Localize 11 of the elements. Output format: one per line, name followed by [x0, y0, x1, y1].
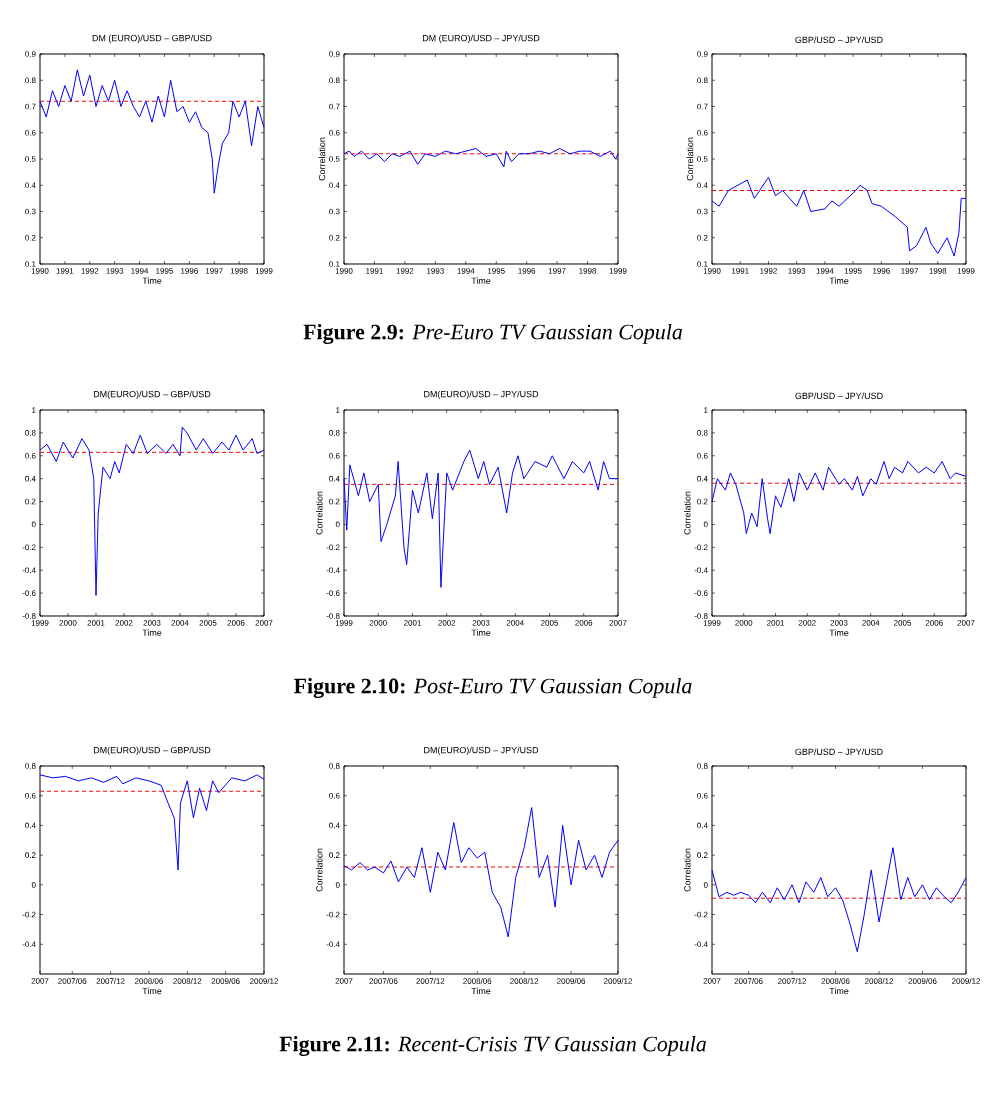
- line-series: [343, 807, 619, 938]
- text: Figure 2.10: Post-Euro TV Gaussian Copula: [293, 677, 692, 699]
- text: Figure 2.11: Recent-Crisis TV Gaussian Copula: [279, 1036, 706, 1057]
- line-series: [39, 774, 265, 871]
- line-series: [711, 176, 967, 257]
- text: Figure 2.9: Pre-Euro TV Gaussian Copula: [303, 323, 682, 345]
- line-series: [711, 847, 967, 953]
- line-series: [39, 426, 265, 596]
- line-series: [343, 449, 619, 588]
- line-series: [711, 460, 967, 535]
- line-series: [39, 69, 265, 194]
